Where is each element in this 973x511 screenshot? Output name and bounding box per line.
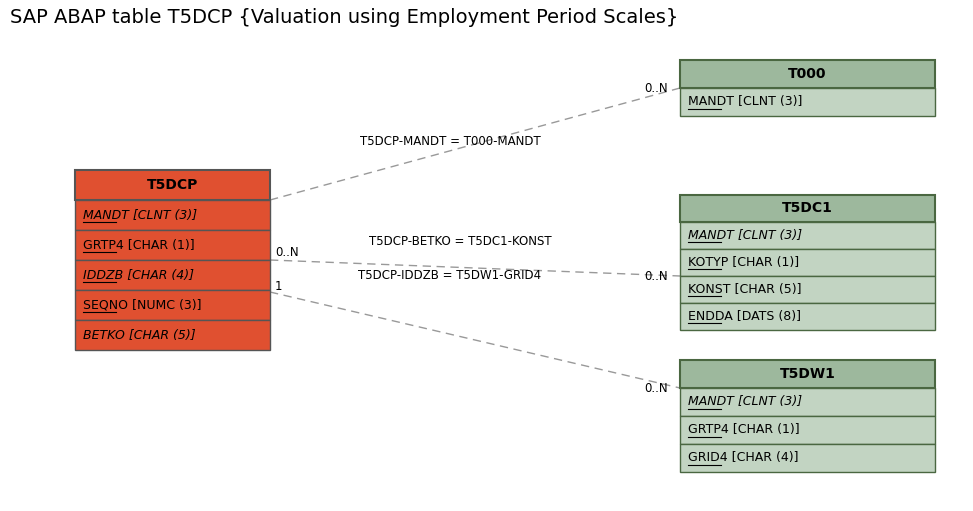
Text: ENDDA [DATS (8)]: ENDDA [DATS (8)]: [688, 310, 801, 323]
Text: T5DCP-IDDZB = T5DW1-GRID4: T5DCP-IDDZB = T5DW1-GRID4: [358, 269, 542, 282]
Text: IDDZB [CHAR (4)]: IDDZB [CHAR (4)]: [83, 268, 194, 282]
FancyBboxPatch shape: [680, 88, 935, 116]
FancyBboxPatch shape: [680, 388, 935, 416]
Text: MANDT [CLNT (3)]: MANDT [CLNT (3)]: [83, 208, 198, 221]
Text: T000: T000: [788, 67, 827, 81]
FancyBboxPatch shape: [75, 320, 270, 350]
Text: 0..N: 0..N: [644, 81, 668, 95]
FancyBboxPatch shape: [680, 360, 935, 388]
Text: T5DC1: T5DC1: [782, 201, 833, 216]
Text: BETKO [CHAR (5)]: BETKO [CHAR (5)]: [83, 329, 196, 341]
Text: 0..N: 0..N: [275, 245, 299, 259]
Text: MANDT [CLNT (3)]: MANDT [CLNT (3)]: [688, 396, 802, 408]
FancyBboxPatch shape: [680, 276, 935, 303]
FancyBboxPatch shape: [680, 249, 935, 276]
FancyBboxPatch shape: [680, 60, 935, 88]
FancyBboxPatch shape: [75, 260, 270, 290]
FancyBboxPatch shape: [75, 200, 270, 230]
Text: MANDT [CLNT (3)]: MANDT [CLNT (3)]: [688, 229, 802, 242]
Text: MANDT [CLNT (3)]: MANDT [CLNT (3)]: [688, 96, 803, 108]
FancyBboxPatch shape: [680, 222, 935, 249]
Text: 0..N: 0..N: [644, 382, 668, 394]
FancyBboxPatch shape: [680, 195, 935, 222]
FancyBboxPatch shape: [680, 444, 935, 472]
Text: SAP ABAP table T5DCP {Valuation using Employment Period Scales}: SAP ABAP table T5DCP {Valuation using Em…: [10, 8, 678, 27]
Text: KOTYP [CHAR (1)]: KOTYP [CHAR (1)]: [688, 256, 799, 269]
FancyBboxPatch shape: [680, 303, 935, 330]
Text: 1: 1: [275, 280, 282, 292]
Text: KONST [CHAR (5)]: KONST [CHAR (5)]: [688, 283, 802, 296]
Text: GRID4 [CHAR (4)]: GRID4 [CHAR (4)]: [688, 452, 799, 464]
FancyBboxPatch shape: [680, 416, 935, 444]
Text: T5DCP-MANDT = T000-MANDT: T5DCP-MANDT = T000-MANDT: [360, 135, 540, 148]
Text: GRTP4 [CHAR (1)]: GRTP4 [CHAR (1)]: [83, 239, 195, 251]
Text: T5DCP-BETKO = T5DC1-KONST: T5DCP-BETKO = T5DC1-KONST: [369, 235, 552, 248]
FancyBboxPatch shape: [75, 230, 270, 260]
Text: GRTP4 [CHAR (1)]: GRTP4 [CHAR (1)]: [688, 424, 800, 436]
FancyBboxPatch shape: [75, 170, 270, 200]
Text: T5DW1: T5DW1: [779, 367, 836, 381]
Text: 0..N: 0..N: [644, 269, 668, 283]
FancyBboxPatch shape: [75, 290, 270, 320]
Text: T5DCP: T5DCP: [147, 178, 198, 192]
Text: SEQNO [NUMC (3)]: SEQNO [NUMC (3)]: [83, 298, 201, 312]
